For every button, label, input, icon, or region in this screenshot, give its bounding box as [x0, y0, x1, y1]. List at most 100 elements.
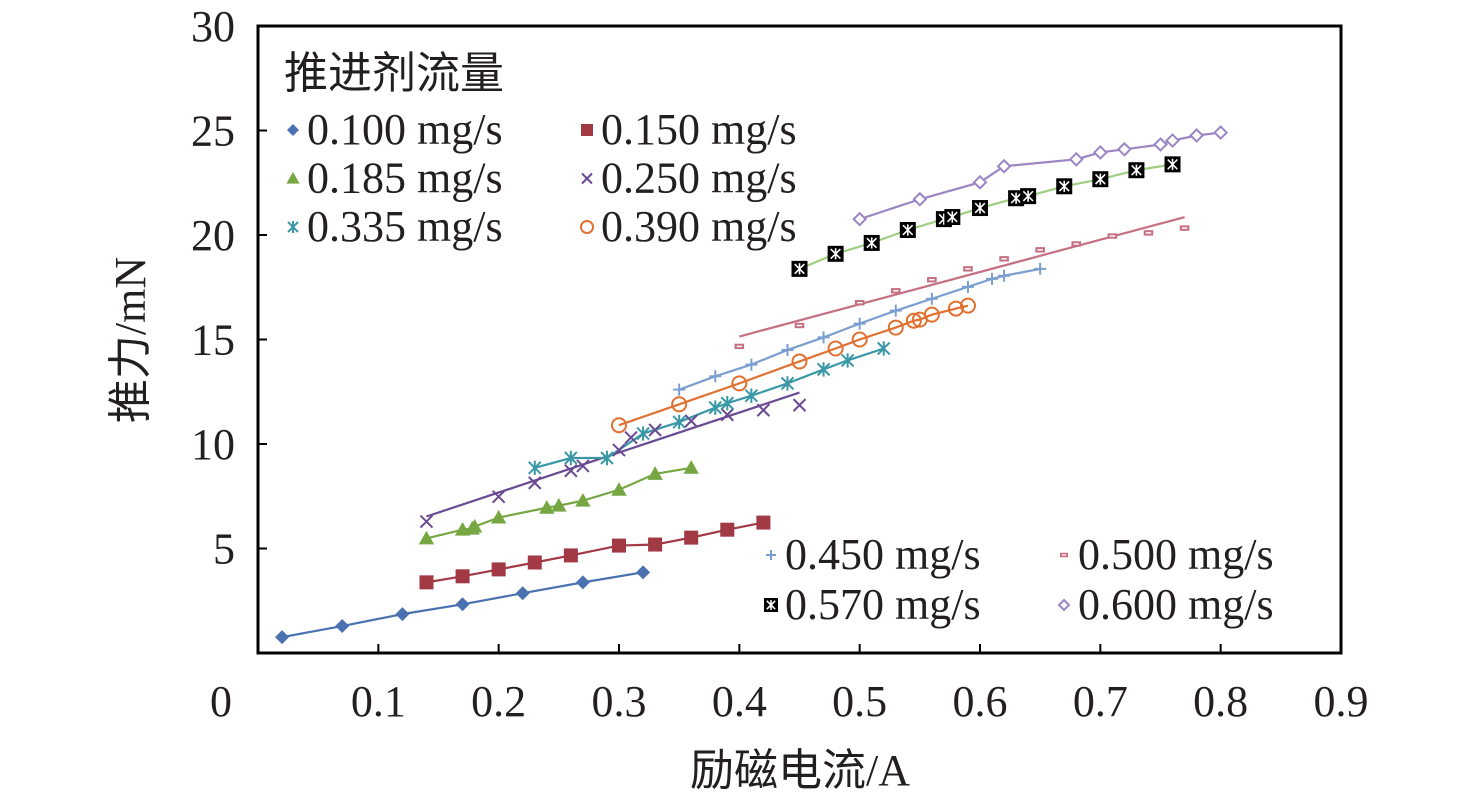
data-point [455, 569, 470, 584]
data-point [827, 245, 844, 262]
legend-entry: 0.600 mg/s [1078, 580, 1274, 629]
data-point [275, 630, 290, 645]
data-point [466, 518, 483, 533]
y-axis-title: 推力/mN [106, 257, 155, 423]
x-axis-title: 励磁电流/A [690, 746, 910, 795]
data-point [963, 266, 973, 272]
x-tick-label: 0.8 [1193, 677, 1248, 726]
data-point [890, 288, 901, 294]
data-point [756, 403, 771, 417]
x-tick-label: 0.9 [1314, 677, 1369, 726]
y-tick-label: 10 [191, 420, 235, 469]
data-point [576, 459, 590, 473]
data-point [1213, 125, 1229, 141]
data-point [925, 292, 938, 305]
legend-marker-icon [287, 124, 299, 136]
data-point [683, 460, 699, 474]
data-point [564, 450, 578, 466]
y-tick-label: 30 [191, 2, 235, 51]
data-point [791, 260, 808, 277]
data-point [961, 280, 974, 293]
data-point [671, 396, 688, 413]
x-tick-label: 0.1 [351, 677, 406, 726]
data-point [1165, 133, 1180, 148]
data-point [972, 174, 988, 190]
data-point [515, 586, 530, 601]
origin-label: 0 [210, 677, 232, 726]
data-point [527, 555, 542, 570]
data-point [624, 430, 638, 445]
data-point [1189, 128, 1205, 143]
x-tick-label: 0.5 [832, 677, 887, 726]
data-point [947, 300, 964, 317]
data-point [905, 312, 922, 329]
data-point [817, 331, 830, 344]
data-point [611, 417, 627, 434]
x-tick-label: 0.4 [712, 677, 767, 726]
data-point [792, 398, 807, 412]
data-point [395, 607, 410, 622]
series-line [426, 521, 764, 584]
legend-entry: 0.335 mg/s [307, 202, 503, 251]
data-point [1116, 141, 1132, 157]
data-point [636, 426, 650, 441]
data-point [996, 158, 1012, 174]
legend-entry: 0.100 mg/s [307, 105, 503, 154]
data-point [923, 306, 940, 323]
data-point [563, 548, 578, 563]
data-point [853, 317, 866, 330]
series-line [534, 347, 885, 469]
data-point [794, 322, 805, 329]
data-point [734, 343, 745, 350]
data-point [539, 500, 555, 514]
data-point [791, 353, 808, 370]
data-point [887, 319, 904, 336]
data-point [840, 353, 855, 368]
data-point [1008, 190, 1025, 207]
data-point [1143, 230, 1154, 236]
legend-marker-icon [1060, 552, 1068, 558]
y-tick-label: 5 [213, 525, 235, 574]
data-point [1071, 241, 1082, 247]
legend-entry: 0.390 mg/s [601, 202, 797, 251]
legend-marker-icon [580, 220, 594, 234]
data-point [684, 530, 699, 545]
data-point [672, 414, 686, 430]
legend-entry: 0.150 mg/s [601, 105, 797, 154]
axis-ticks [258, 129, 1222, 653]
data-point [1035, 247, 1045, 253]
data-point [684, 414, 698, 428]
data-point [720, 396, 735, 411]
data-point [1107, 233, 1118, 239]
data-point [720, 522, 735, 537]
data-point [1034, 262, 1047, 275]
legend-title: 推进剂流量 [284, 49, 504, 98]
data-point [419, 575, 434, 590]
data-point [1153, 137, 1168, 152]
legend-marker-icon [286, 171, 300, 184]
legend-marker-icon [1057, 598, 1071, 612]
data-point [1128, 162, 1145, 179]
data-point [1092, 145, 1108, 160]
data-point [551, 497, 567, 512]
data-point [780, 376, 795, 391]
data-point [491, 562, 506, 577]
data-point [418, 530, 435, 545]
x-tick-label: 0.7 [1073, 677, 1128, 726]
data-point [927, 277, 937, 283]
data-point [745, 358, 758, 371]
legend-entry: 0.500 mg/s [1078, 530, 1274, 579]
legend-entry: 0.185 mg/s [307, 154, 503, 203]
data-point [899, 221, 916, 238]
data-point [998, 269, 1011, 282]
data-point [708, 400, 722, 415]
y-tick-label: 25 [191, 107, 235, 156]
data-point [851, 331, 868, 348]
data-point [455, 597, 470, 612]
data-point [335, 619, 350, 634]
data-point [636, 565, 651, 580]
legend-marker-icon [764, 598, 778, 612]
data-point [756, 515, 771, 530]
data-point [611, 482, 627, 496]
